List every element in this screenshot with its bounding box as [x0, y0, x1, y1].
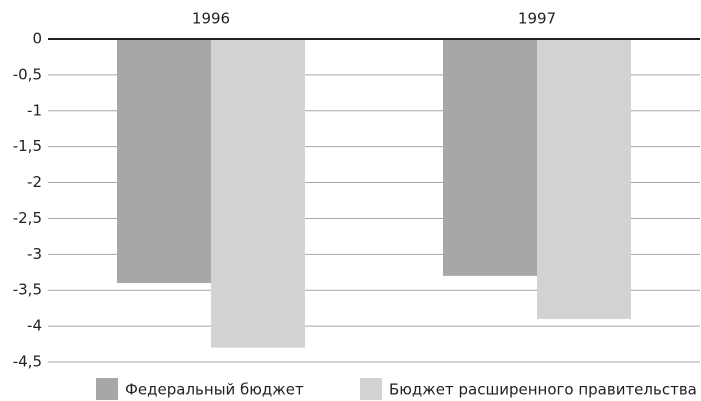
y-tick-label: -4 [27, 317, 42, 335]
y-tick-label: -3,5 [13, 281, 42, 299]
legend-label: Федеральный бюджет [125, 381, 304, 399]
legend-label: Бюджет расширенного правительства [389, 381, 697, 399]
x-tick-label: 1996 [192, 10, 230, 28]
y-tick-label: -3 [27, 245, 42, 263]
bar [443, 39, 537, 276]
legend-swatch [96, 378, 118, 400]
y-tick-label: -2,5 [13, 209, 42, 227]
y-tick-label: -1 [27, 101, 42, 119]
y-tick-label: -0,5 [13, 65, 42, 83]
bar [211, 39, 305, 348]
bar [117, 39, 211, 284]
legend-swatch [360, 378, 382, 400]
y-tick-label: 0 [32, 30, 42, 48]
x-tick-label: 1997 [518, 10, 556, 28]
bar [537, 39, 631, 319]
y-tick-label: -4,5 [13, 353, 42, 371]
y-tick-label: -1,5 [13, 137, 42, 155]
y-tick-label: -2 [27, 173, 42, 191]
